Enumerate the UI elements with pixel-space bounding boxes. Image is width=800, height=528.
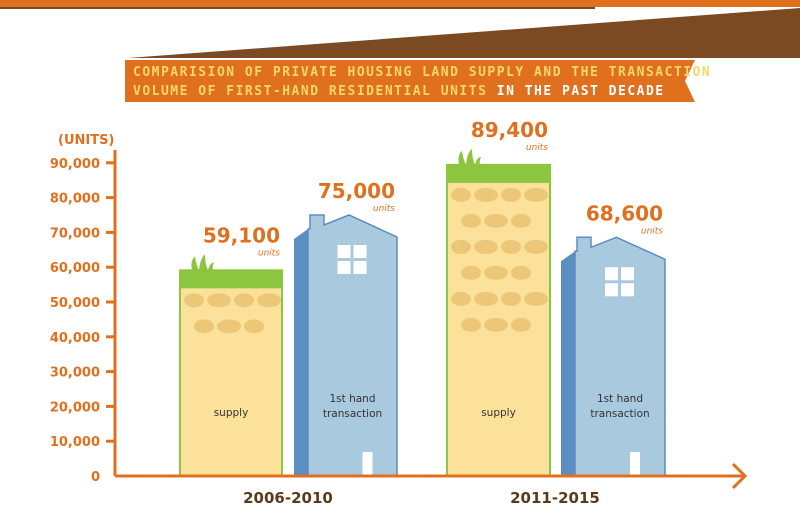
bar-supply-label: supply — [481, 407, 516, 419]
y-tick-label: 50,000 — [50, 296, 100, 311]
x-category-label: 2006-2010 — [243, 489, 333, 507]
bar-transaction-unit: units — [373, 204, 395, 214]
bar-transaction-label-line1: 1st hand — [329, 393, 375, 405]
bar-transaction-label-line1: 1st hand — [597, 393, 643, 405]
bar-supply-unit: units — [526, 143, 548, 153]
y-tick-label: 60,000 — [50, 261, 100, 276]
x-category-label: 2011-2015 — [510, 489, 600, 507]
y-tick-label: 10,000 — [50, 435, 100, 450]
y-tick-label: 30,000 — [50, 366, 100, 381]
x-axis-line — [115, 462, 748, 490]
title-box: COMPARISION OF PRIVATE HOUSING LAND SUPP… — [125, 60, 711, 102]
y-axis-label: (UNITS) — [58, 133, 114, 148]
chart-title-line2a: VOLUME OF FIRST-HAND RESIDENTIAL UNITS — [133, 84, 487, 99]
bar-supply-value: 89,400 — [471, 118, 548, 142]
bar-transaction-label-line2: transaction — [590, 408, 649, 420]
y-tick-label: 40,000 — [50, 331, 100, 346]
bar-supply-unit: units — [258, 248, 280, 258]
bar-transaction-unit: units — [641, 226, 663, 236]
y-axis-ticks: 0 10,000 20,000 30,000 40,000 50,000 60,000 70,… — [50, 157, 115, 485]
svg-text:VOLUME OF FIRST-HAND RESIDENTI: VOLUME OF FIRST-HAND RESIDENTIAL UNITS I… — [133, 84, 665, 99]
bar-transaction-label-line2: transaction — [323, 408, 382, 420]
y-tick-label: 90,000 — [50, 157, 100, 172]
bar-transaction-value: 68,600 — [586, 201, 663, 225]
y-tick-label: 20,000 — [50, 400, 100, 415]
chart-title-line2b: IN THE PAST DECADE — [487, 84, 664, 99]
header-banner — [0, 0, 800, 58]
chart-title-line1: COMPARISION OF PRIVATE HOUSING LAND SUPP… — [133, 65, 711, 80]
bar-supply-label: supply — [214, 407, 249, 419]
x-axis-categories: 2006-2010 2011-2015 — [243, 489, 600, 507]
y-tick-label: 80,000 — [50, 192, 100, 207]
y-tick-label: 0 — [91, 470, 100, 485]
bar-transaction-value: 75,000 — [318, 179, 395, 203]
bar-supply-value: 59,100 — [203, 223, 280, 247]
y-tick-label: 70,000 — [50, 226, 100, 241]
